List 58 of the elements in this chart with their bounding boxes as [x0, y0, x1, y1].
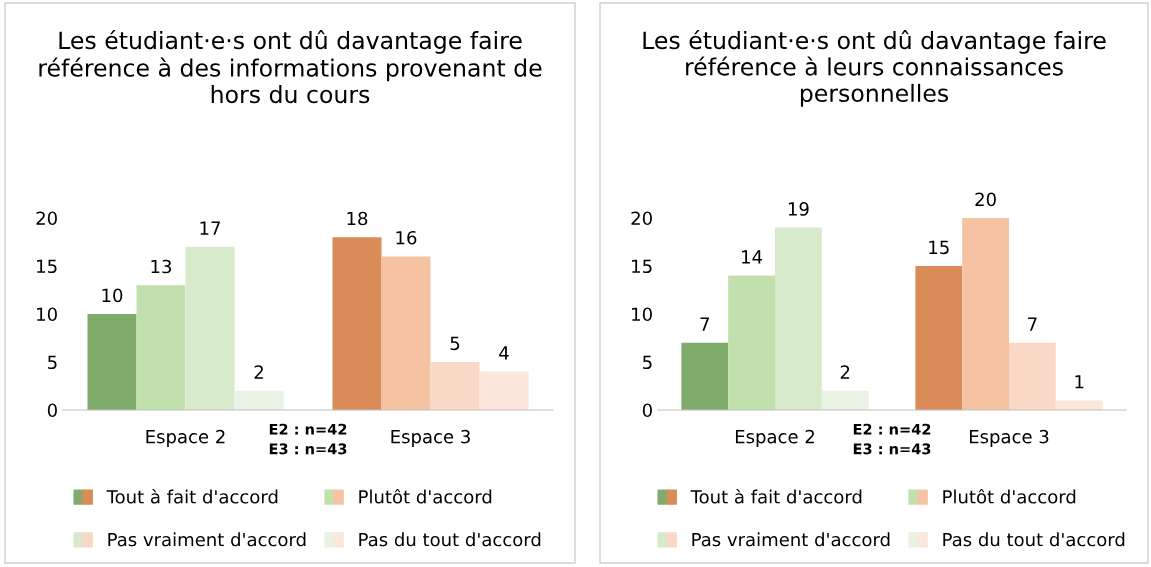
data-label: 5	[450, 336, 460, 351]
y-tick-label: 0	[642, 403, 652, 418]
bar	[430, 362, 480, 410]
data-label: 14	[742, 250, 763, 264]
legend-label: Tout à fait d'accord	[106, 488, 278, 504]
data-label: 10	[102, 288, 123, 303]
bar	[775, 227, 822, 410]
y-tick-label: 15	[37, 259, 57, 274]
bar	[915, 266, 963, 410]
bar	[681, 342, 729, 410]
legend-label: Pas vraiment d'accord	[692, 532, 890, 547]
chart-title: Les étudiant·e·s ont dû davantage faire référence à leurs connaissances personnelles	[643, 30, 1106, 107]
legend-label: Plutôt d'accord	[359, 488, 492, 504]
legend-label: Pas vraiment d'accord	[108, 532, 306, 547]
data-label: 2	[254, 365, 263, 379]
chart-title: Les étudiant·e·s ont dû davantage faire référence à des informations provenant de hors du cours	[39, 30, 542, 104]
data-label: 15	[929, 240, 949, 255]
text: E2 : n=42 E3 : n=43	[853, 423, 931, 455]
text: E2 : n=42 E3 : n=43	[269, 423, 347, 455]
x-tick-label: Espace 3	[969, 429, 1049, 447]
legend-label: Plutôt d'accord	[943, 488, 1076, 504]
y-tick-label: 5	[48, 355, 57, 370]
data-label: 13	[151, 259, 172, 274]
data-label: 2	[840, 365, 850, 379]
bar	[234, 390, 284, 410]
bar	[332, 237, 382, 410]
bar	[479, 371, 529, 410]
bar	[185, 246, 235, 410]
y-tick-label: 10	[632, 307, 652, 322]
legend-label: Pas du tout d'accord	[359, 532, 541, 547]
data-label: 20	[975, 192, 996, 207]
bar	[136, 285, 186, 410]
data-label: 7	[700, 317, 709, 331]
data-label: 17	[200, 221, 220, 235]
bar	[1009, 342, 1056, 410]
x-tick-label: Espace 3	[391, 429, 470, 447]
legend-label: Tout à fait d'accord	[690, 488, 862, 504]
x-tick-label: Espace 2	[735, 429, 814, 447]
data-label: 16	[396, 230, 417, 245]
y-tick-label: 0	[47, 403, 57, 418]
data-label: 7	[1028, 317, 1037, 331]
x-tick-label: Espace 2	[146, 429, 225, 447]
y-tick-label: 5	[643, 355, 652, 370]
y-tick-label: 10	[37, 307, 57, 322]
legend-label: Pas du tout d'accord	[943, 532, 1125, 547]
y-tick-label: 20	[36, 211, 57, 226]
y-tick-label: 15	[632, 259, 652, 274]
bar	[728, 275, 775, 410]
bar	[821, 390, 869, 410]
data-label: 19	[788, 202, 809, 216]
data-label: 18	[347, 211, 368, 226]
bar	[87, 314, 137, 410]
y-tick-label: 20	[631, 211, 652, 226]
data-label: 1	[1075, 375, 1084, 389]
bar	[381, 256, 431, 410]
bar	[1055, 400, 1103, 410]
data-label: 4	[499, 346, 509, 360]
bar	[962, 218, 1009, 410]
